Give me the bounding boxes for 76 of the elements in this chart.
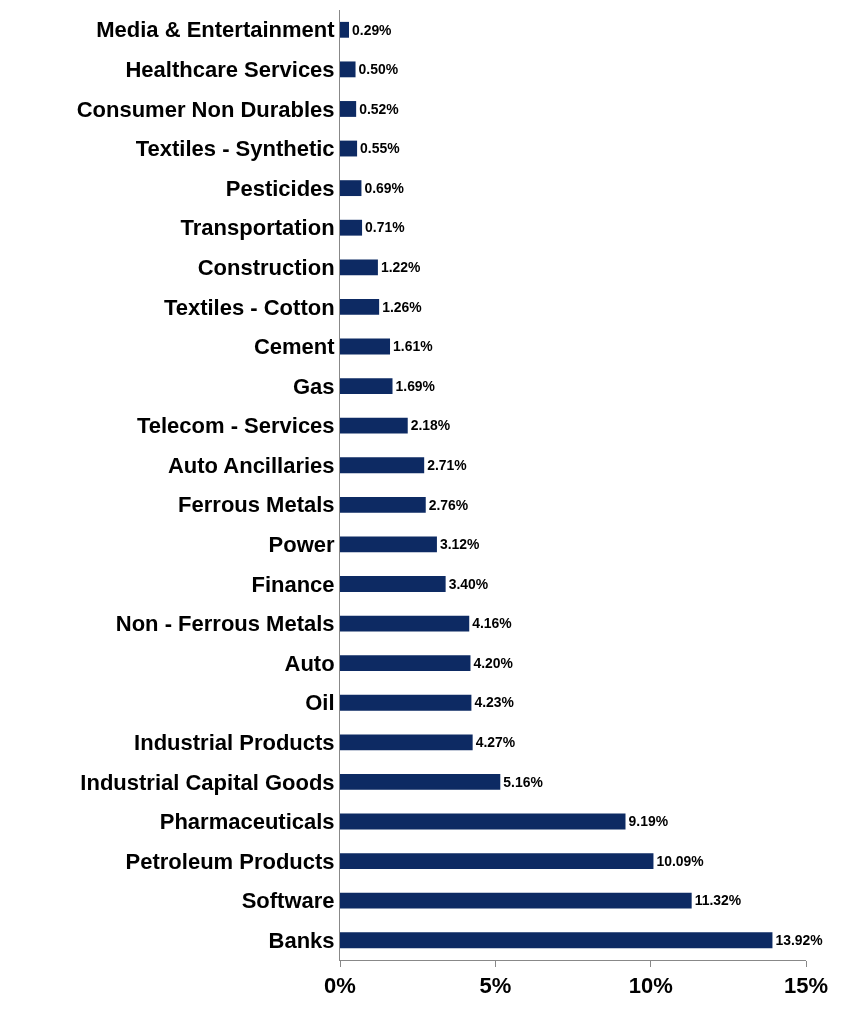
- bar: [340, 61, 356, 78]
- data-label: 0.50%: [358, 61, 399, 78]
- y-tick-label: Auto Ancillaries: [167, 452, 335, 478]
- y-tick-label: Auto: [284, 650, 335, 676]
- y-tick-label: Healthcare Services: [125, 57, 335, 83]
- y-tick-label: Gas: [293, 373, 335, 399]
- bar: [340, 892, 692, 909]
- y-tick-label: Oil: [305, 690, 335, 716]
- data-label: 11.32%: [694, 892, 742, 909]
- bar: [340, 932, 773, 949]
- bar: [340, 694, 472, 711]
- y-tick-label: Pharmaceuticals: [159, 809, 335, 835]
- bar: [340, 21, 350, 38]
- bar: [340, 101, 357, 117]
- bar: [340, 813, 626, 830]
- data-label: 13.92%: [775, 931, 824, 948]
- data-label: 4.20%: [473, 654, 514, 671]
- bar: [340, 378, 393, 394]
- bar: [340, 576, 446, 592]
- bar: [340, 773, 501, 790]
- data-label: 1.22%: [380, 259, 422, 276]
- y-tick-label: Industrial Capital Goods: [80, 769, 335, 795]
- bar: [340, 417, 408, 434]
- data-label: 1.26%: [382, 298, 423, 315]
- y-tick-label: Industrial Products: [134, 729, 335, 755]
- data-label: 0.69%: [364, 179, 405, 196]
- y-tick-label: Transportation: [180, 215, 335, 241]
- x-tick-label: 0%: [324, 973, 356, 999]
- bar: [340, 655, 471, 672]
- bar: [340, 140, 358, 157]
- data-label: 2.76%: [428, 496, 469, 513]
- data-label: 0.55%: [360, 140, 401, 157]
- bar: [340, 298, 380, 315]
- y-tick-label: Non - Ferrous Metals: [115, 611, 335, 637]
- y-tick-label: Media & Entertainment: [96, 17, 336, 43]
- y-tick-label: Consumer Non Durables: [76, 96, 335, 122]
- y-tick-label: Textiles - Synthetic: [135, 136, 335, 162]
- data-label: 0.29%: [352, 21, 393, 38]
- data-label: 9.19%: [628, 813, 669, 830]
- bar: [340, 338, 391, 355]
- bar: [340, 180, 362, 197]
- data-label: 5.16%: [503, 773, 544, 790]
- y-tick-label: Ferrous Metals: [178, 492, 335, 518]
- y-tick-label: Cement: [253, 334, 336, 360]
- data-label: 1.69%: [395, 377, 436, 394]
- y-tick-label: Pesticides: [225, 175, 335, 201]
- data-label: 2.71%: [427, 456, 468, 473]
- data-label: 10.09%: [656, 852, 705, 869]
- y-tick-label: Petroleum Products: [125, 848, 335, 874]
- x-tick-label: 5%: [479, 973, 512, 999]
- data-label: 0.71%: [365, 219, 406, 236]
- data-label: 2.18%: [410, 417, 451, 434]
- data-label: 4.16%: [472, 615, 513, 632]
- y-tick-label: Software: [241, 888, 335, 914]
- y-tick-label: Textiles - Cotton: [163, 294, 335, 320]
- data-label: 1.61%: [393, 338, 434, 355]
- bar: [340, 853, 654, 869]
- data-label: 4.23%: [474, 694, 515, 711]
- data-label: 4.27%: [475, 734, 516, 751]
- bar: [340, 615, 470, 632]
- y-tick-label: Telecom - Services: [136, 413, 335, 439]
- y-tick-label: Banks: [268, 927, 335, 953]
- bar: [340, 734, 473, 751]
- data-label: 3.40%: [448, 575, 489, 592]
- data-label: 0.52%: [359, 100, 400, 117]
- y-tick-label: Construction: [197, 254, 335, 280]
- y-tick-label: Power: [268, 532, 336, 558]
- data-label: 3.12%: [439, 536, 481, 553]
- bar: [340, 457, 425, 474]
- bar: [340, 259, 378, 276]
- x-tick-label: 10%: [628, 973, 673, 999]
- x-tick-label: 15%: [783, 973, 829, 999]
- y-tick-label: Finance: [251, 571, 335, 597]
- bar: [340, 219, 363, 236]
- bar: [340, 536, 437, 553]
- bar: [340, 496, 426, 513]
